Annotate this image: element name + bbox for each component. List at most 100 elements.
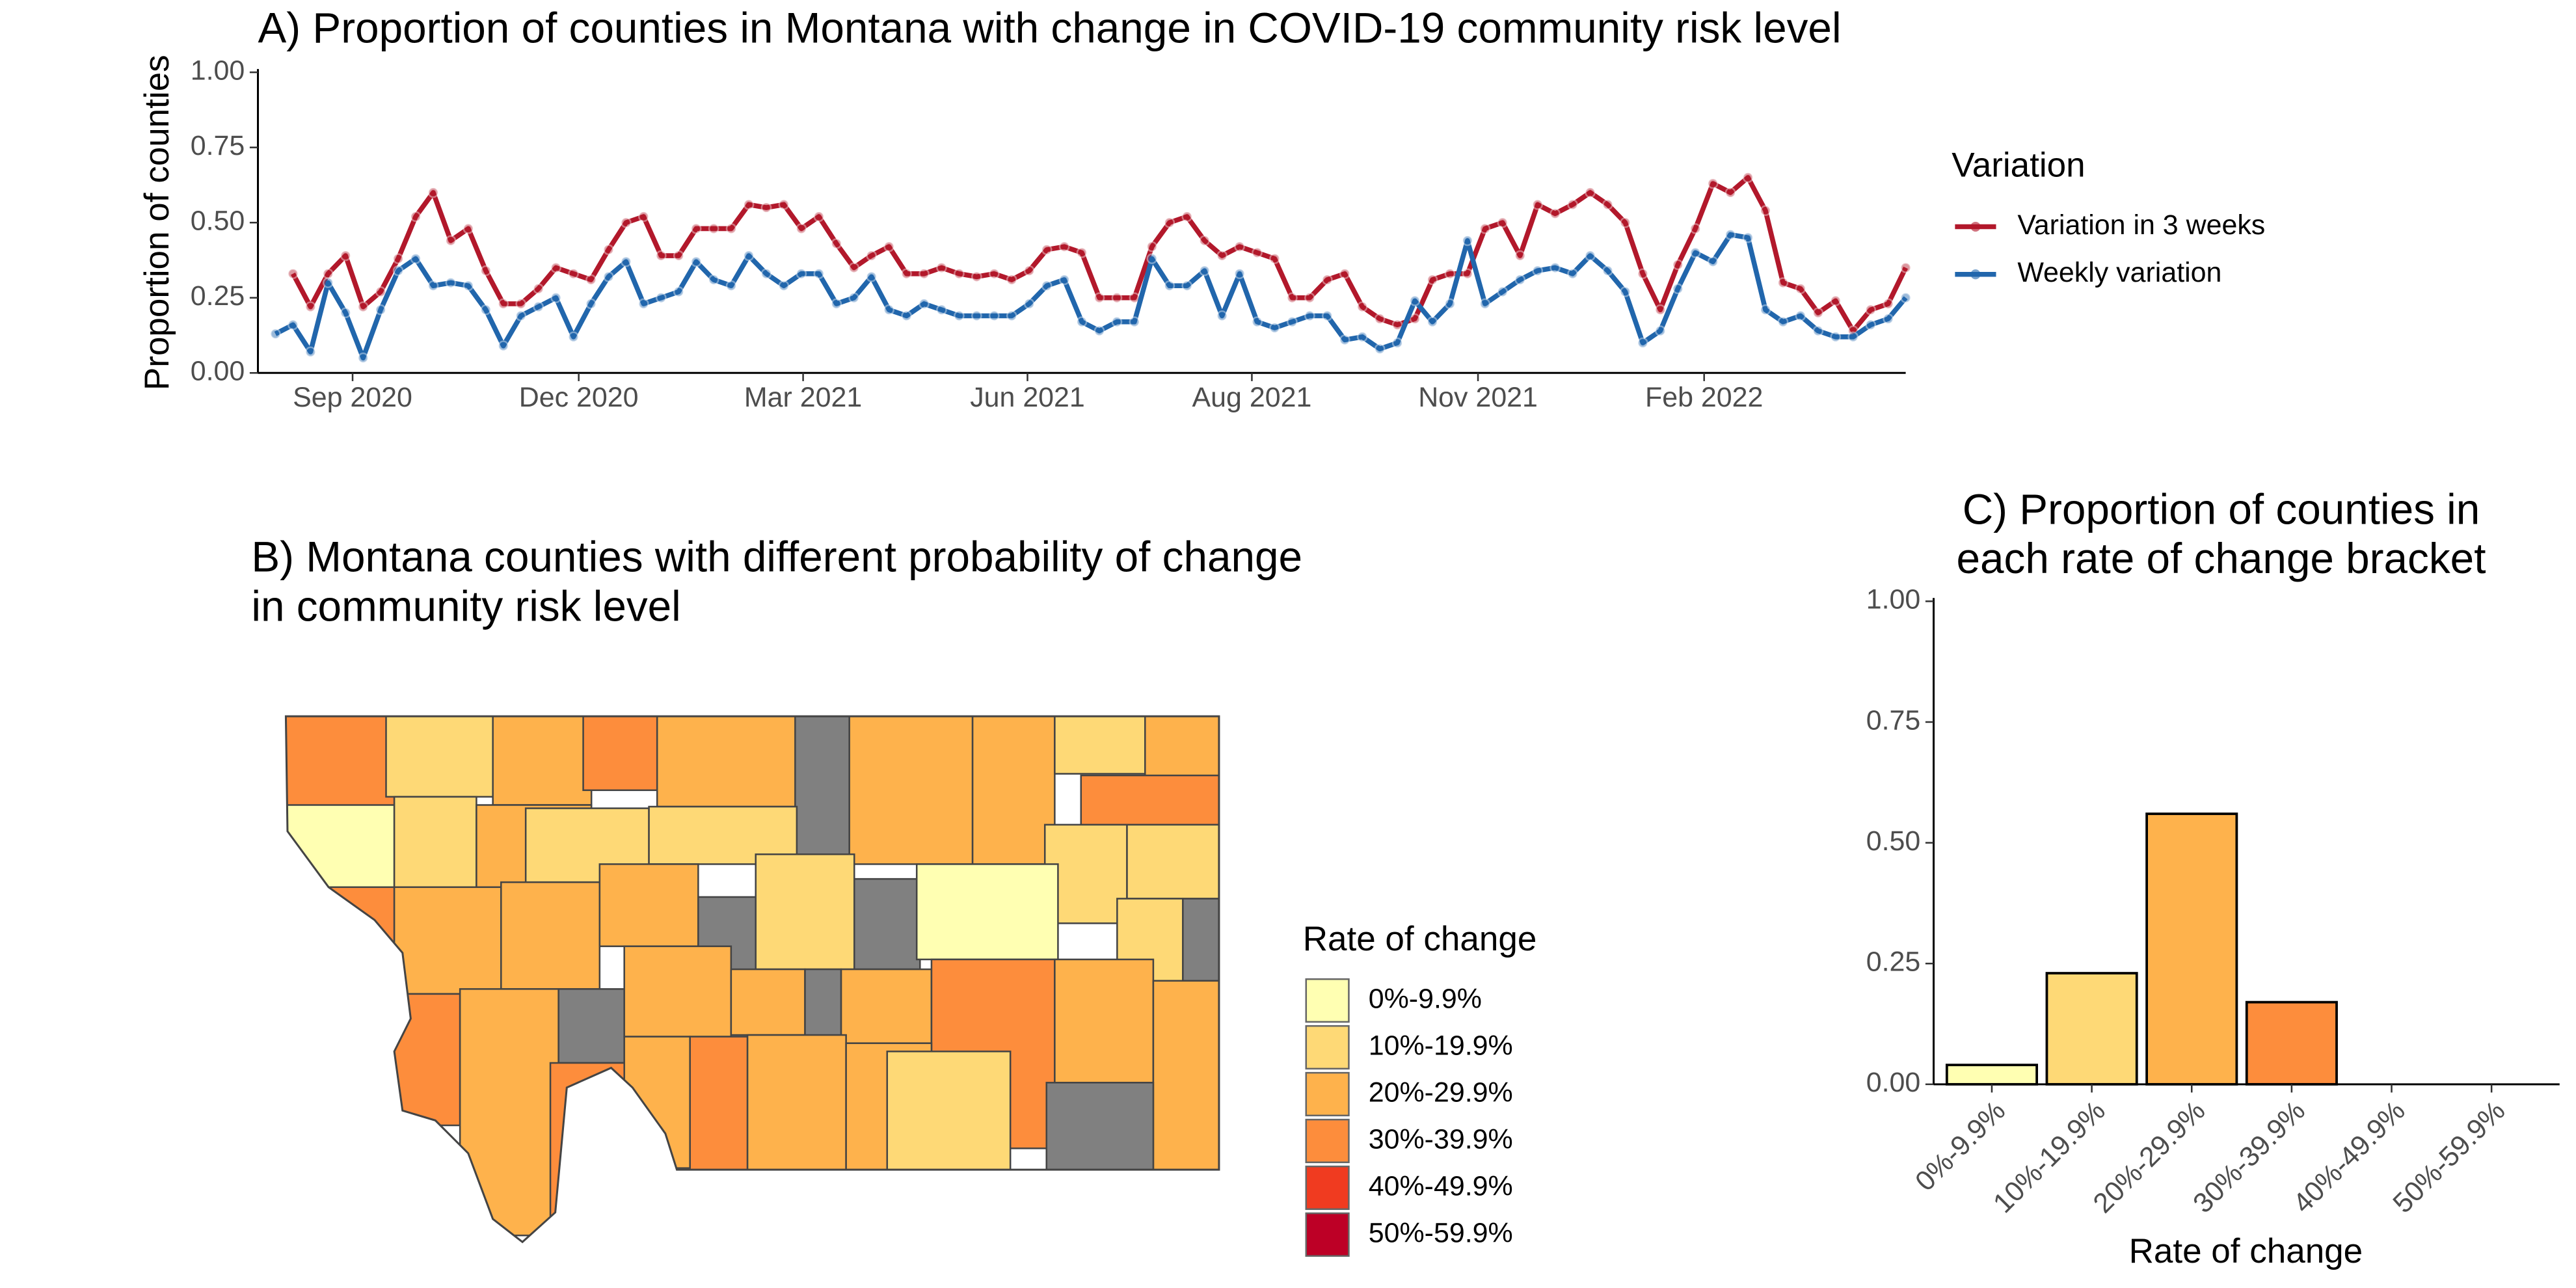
point: [568, 331, 579, 343]
point: [621, 256, 632, 267]
point: [1181, 280, 1193, 291]
point: [410, 211, 422, 222]
point: [1129, 316, 1140, 328]
x-tick-label: Feb 2022: [1645, 382, 1763, 413]
point: [883, 304, 894, 315]
point: [936, 262, 947, 273]
y-tick-label: 0.75: [1866, 704, 1921, 736]
point: [1812, 307, 1824, 319]
y-tick-label: 1.00: [1866, 584, 1921, 615]
point: [1620, 217, 1631, 228]
point: [831, 298, 842, 310]
point: [1252, 247, 1263, 258]
state-outline: [284, 715, 1220, 1244]
y-tick-label: 0.25: [191, 280, 245, 312]
point: [1076, 247, 1088, 258]
point: [866, 250, 878, 262]
county: [656, 716, 798, 808]
point: [743, 250, 755, 262]
y-tick-label: 0.50: [191, 206, 245, 237]
county: [1144, 716, 1219, 783]
county: [557, 988, 625, 1064]
point: [1514, 274, 1526, 286]
point: [1023, 298, 1035, 310]
point: [1234, 241, 1245, 252]
point: [1199, 265, 1211, 276]
point: [1497, 286, 1509, 297]
point: [1795, 310, 1806, 321]
point: [813, 211, 825, 222]
point: [1216, 250, 1228, 262]
point: [954, 268, 965, 280]
point: [480, 304, 492, 315]
bar: [2245, 1000, 2338, 1086]
legend-swatch: [1305, 978, 1350, 1023]
point: [1391, 319, 1403, 330]
point: [673, 250, 684, 262]
point: [463, 223, 474, 234]
legend-swatch: [1305, 1025, 1350, 1070]
point: [1620, 286, 1631, 297]
point: [1654, 325, 1666, 336]
point: [1795, 283, 1806, 295]
point: [1585, 250, 1596, 262]
point: [621, 217, 632, 228]
map-legend-title: Rate of change: [1303, 920, 1537, 958]
point: [796, 223, 807, 234]
point: [410, 253, 422, 265]
legend-swatch: [1305, 1071, 1350, 1117]
point: [1777, 277, 1789, 288]
county: [915, 863, 1059, 961]
point: [1391, 337, 1403, 349]
point: [1497, 217, 1509, 228]
point: [1164, 280, 1175, 291]
point: [1304, 292, 1315, 304]
point: [919, 268, 930, 280]
legend-swatch: [1305, 1212, 1350, 1257]
point: [463, 280, 474, 291]
bar: [2045, 972, 2138, 1086]
point: [1041, 280, 1053, 291]
point: [866, 271, 878, 282]
county: [794, 716, 850, 857]
point: [901, 310, 912, 321]
legend-swatch: [1305, 1165, 1350, 1211]
point: [638, 298, 649, 310]
point: [270, 328, 281, 340]
point: [708, 223, 719, 234]
point: [498, 340, 509, 352]
legend-label: Variation in 3 weeks: [2017, 209, 2265, 241]
point: [1006, 274, 1017, 286]
point: [813, 268, 825, 280]
point: [340, 250, 351, 262]
point: [1602, 199, 1613, 210]
point: [375, 304, 386, 315]
montana-map: [286, 716, 1219, 1242]
point: [1252, 316, 1263, 328]
point: [1707, 256, 1719, 267]
legend-label: 10%-19.9%: [1369, 1030, 1513, 1061]
point: [1532, 199, 1544, 210]
point: [392, 253, 404, 265]
point: [1234, 268, 1245, 280]
point: [1076, 316, 1088, 328]
point: [1479, 223, 1491, 234]
point: [498, 298, 509, 310]
point: [322, 277, 334, 288]
point: [1356, 301, 1368, 312]
point: [1129, 292, 1140, 304]
y-tick-label: 0.25: [1866, 946, 1921, 978]
point: [1865, 304, 1877, 315]
point: [1514, 250, 1526, 262]
county: [886, 1051, 1012, 1171]
point: [1760, 205, 1771, 217]
x-tick-label: Sep 2020: [293, 382, 412, 413]
point: [1567, 268, 1578, 280]
county: [840, 968, 933, 1044]
county: [393, 886, 502, 995]
y-tick-label: 0.00: [1866, 1067, 1921, 1098]
legend-label: 30%-39.9%: [1369, 1123, 1513, 1155]
county: [1080, 774, 1219, 826]
point: [760, 268, 772, 280]
county: [971, 716, 1056, 865]
